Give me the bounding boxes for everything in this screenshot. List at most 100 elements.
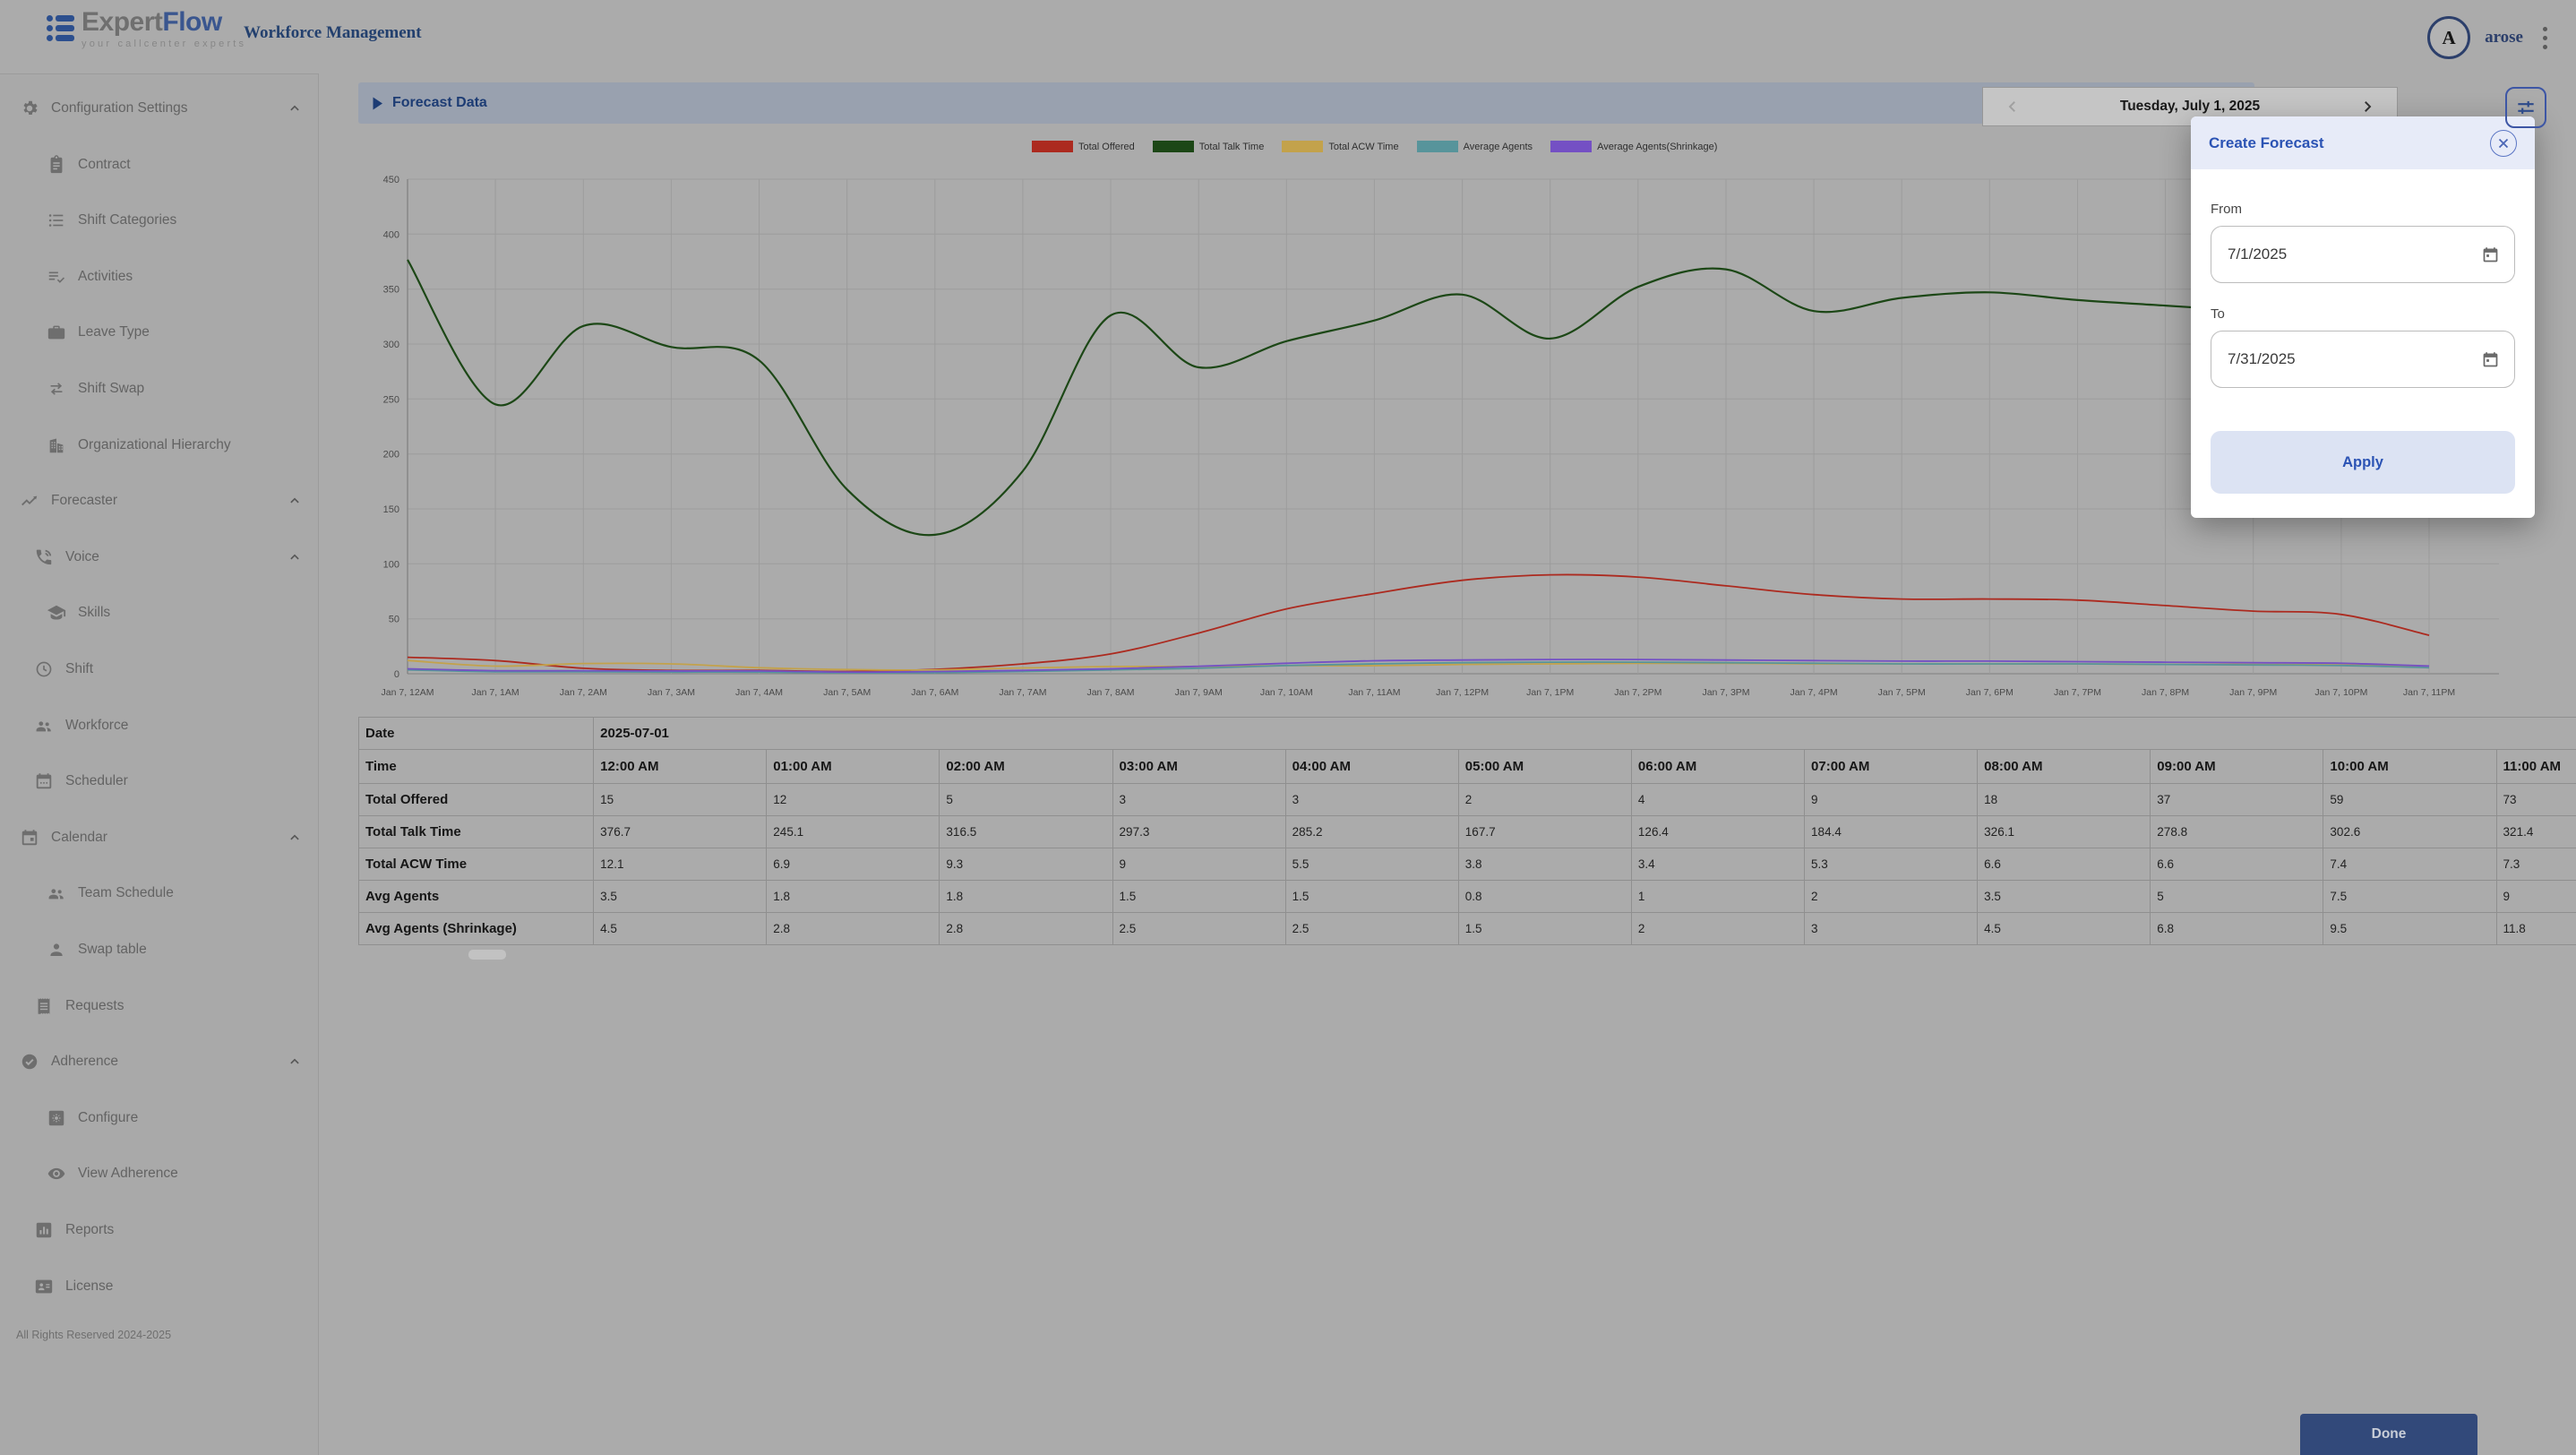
top-header: ExpertFlow your callcenter experts Workf…	[0, 0, 2576, 73]
svg-text:Jan 7, 4AM: Jan 7, 4AM	[735, 687, 783, 698]
chevron-up-icon[interactable]	[287, 1054, 303, 1070]
forecast-data-bar[interactable]: Forecast Data	[358, 82, 2254, 124]
time-cell: 03:00 AM	[1112, 749, 1286, 784]
legend-item-total-talk-time[interactable]: Total Talk Time	[1152, 141, 1265, 152]
sidebar-item-skills[interactable]: Skills	[0, 593, 319, 633]
to-date-input[interactable]	[2226, 349, 2444, 369]
sidebar-item-calendar[interactable]: Calendar	[0, 818, 319, 857]
logo-tagline: your callcenter experts	[82, 39, 247, 49]
legend-item-average-agents[interactable]: Average Agents	[1416, 141, 1533, 152]
value-cell: 37	[2150, 783, 2324, 816]
sidebar-item-forecaster[interactable]: Forecaster	[0, 481, 319, 521]
value-cell: 5	[939, 783, 1113, 816]
from-date-input[interactable]	[2226, 245, 2444, 264]
chevron-up-icon[interactable]	[287, 549, 303, 565]
svg-text:Jan 7, 12AM: Jan 7, 12AM	[382, 687, 434, 698]
value-cell: 1.8	[766, 880, 940, 913]
value-cell: 2.5	[1284, 912, 1459, 945]
legend-item-average-agents-shrinkage[interactable]: Average Agents(Shrinkage)	[1550, 141, 1717, 152]
legend-item-total-offered[interactable]: Total Offered	[1032, 141, 1135, 152]
value-cell: 7.3	[2495, 848, 2576, 881]
sidebar-item-adherence[interactable]: Adherence	[0, 1042, 319, 1081]
sidebar-item-label: Requests	[65, 997, 125, 1013]
kebab-menu-icon[interactable]	[2537, 23, 2553, 53]
create-forecast-dialog: Create Forecast From To Apply	[2191, 116, 2535, 518]
value-cell: 302.6	[2323, 815, 2497, 848]
value-cell: 0.8	[1457, 880, 1632, 913]
legend-label: Total Talk Time	[1198, 141, 1265, 152]
sidebar-item-shift-swap[interactable]: Shift Swap	[0, 369, 319, 409]
value-cell: 1.5	[1112, 880, 1286, 913]
create-forecast-toggle-button[interactable]	[2505, 87, 2546, 128]
value-cell: 6.8	[2150, 912, 2324, 945]
time-cell: 09:00 AM	[2150, 749, 2324, 784]
horizontal-scrollbar[interactable]	[468, 950, 506, 960]
sidebar-item-label: Adherence	[51, 1054, 118, 1070]
value-cell: 4.5	[1977, 912, 2151, 945]
svg-text:Jan 7, 5PM: Jan 7, 5PM	[1878, 687, 1926, 698]
sidebar-item-activities[interactable]: Activities	[0, 257, 319, 297]
svg-text:Jan 7, 9PM: Jan 7, 9PM	[2229, 687, 2277, 698]
chevron-up-icon[interactable]	[287, 100, 303, 116]
value-cell: 12	[766, 783, 940, 816]
close-button[interactable]	[2490, 129, 2517, 157]
value-cell: 15	[593, 783, 768, 816]
value-cell: 73	[2495, 783, 2576, 816]
done-button[interactable]: Done	[2300, 1414, 2477, 1455]
chevron-up-icon[interactable]	[287, 830, 303, 846]
sidebar-item-view-adherence[interactable]: View Adherence	[0, 1154, 319, 1193]
avatar[interactable]: A	[2427, 16, 2471, 59]
tune-icon	[2518, 100, 2534, 115]
apply-button[interactable]: Apply	[2211, 431, 2515, 494]
sidebar-item-leave-type[interactable]: Leave Type	[0, 313, 319, 352]
sidebar-item-team-schedule[interactable]: Team Schedule	[0, 874, 319, 913]
row-label: Avg Agents	[358, 880, 595, 913]
sidebar-item-license[interactable]: License	[0, 1267, 319, 1306]
time-cell: 11:00 AM	[2495, 749, 2576, 784]
sidebar-item-voice[interactable]: Voice	[0, 538, 319, 577]
legend-swatch	[1416, 141, 1458, 152]
sidebar-item-reports[interactable]: Reports	[0, 1210, 319, 1250]
to-label: To	[2211, 306, 2225, 322]
to-date-field[interactable]	[2211, 331, 2515, 388]
legend-item-total-acw-time[interactable]: Total ACW Time	[1282, 141, 1399, 152]
calendar-icon[interactable]	[2481, 245, 2500, 264]
sidebar-item-label: Skills	[78, 605, 111, 621]
sidebar-item-label: Forecaster	[51, 493, 118, 509]
sidebar-item-label: Calendar	[51, 829, 107, 845]
value-cell: 6.9	[766, 848, 940, 881]
list-icon	[47, 211, 66, 230]
sidebar-item-requests[interactable]: Requests	[0, 986, 319, 1026]
sidebar-item-scheduler[interactable]: Scheduler	[0, 762, 319, 801]
legend-swatch	[1032, 141, 1073, 152]
from-label: From	[2211, 202, 2242, 217]
sidebar-item-organizational-hierarchy[interactable]: Organizational Hierarchy	[0, 426, 319, 465]
receipt-icon	[34, 996, 54, 1016]
svg-text:Jan 7, 8AM: Jan 7, 8AM	[1086, 687, 1134, 698]
sidebar-item-shift[interactable]: Shift	[0, 650, 319, 689]
chevron-up-icon[interactable]	[287, 493, 303, 509]
sidebar-item-label: Configuration Settings	[51, 100, 188, 116]
clock-icon	[34, 659, 54, 679]
sidebar-item-shift-categories[interactable]: Shift Categories	[0, 201, 319, 240]
svg-text:Jan 7, 6AM: Jan 7, 6AM	[911, 687, 958, 698]
sidebar-item-configuration-settings[interactable]: Configuration Settings	[0, 89, 319, 128]
from-date-field[interactable]	[2211, 226, 2515, 283]
value-cell: 2.8	[939, 912, 1113, 945]
sidebar-item-label: View Adherence	[78, 1166, 178, 1182]
value-cell: 2.5	[1112, 912, 1286, 945]
sidebar-item-contract[interactable]: Contract	[0, 145, 319, 185]
prev-day-button[interactable]	[2003, 97, 2022, 116]
sidebar-item-swap-table[interactable]: Swap table	[0, 930, 319, 969]
svg-text:250: 250	[383, 394, 399, 405]
svg-text:Jan 7, 11PM: Jan 7, 11PM	[2403, 687, 2455, 698]
next-day-button[interactable]	[2357, 97, 2377, 116]
value-cell: 3	[1284, 783, 1459, 816]
sidebar-item-workforce[interactable]: Workforce	[0, 706, 319, 745]
briefcase-icon	[47, 323, 66, 342]
calendar-icon[interactable]	[2481, 350, 2500, 369]
svg-text:Jan 7, 7AM: Jan 7, 7AM	[999, 687, 1046, 698]
sidebar-item-configure[interactable]: Configure	[0, 1098, 319, 1138]
badge-icon	[34, 1277, 54, 1296]
play-icon	[373, 97, 382, 109]
